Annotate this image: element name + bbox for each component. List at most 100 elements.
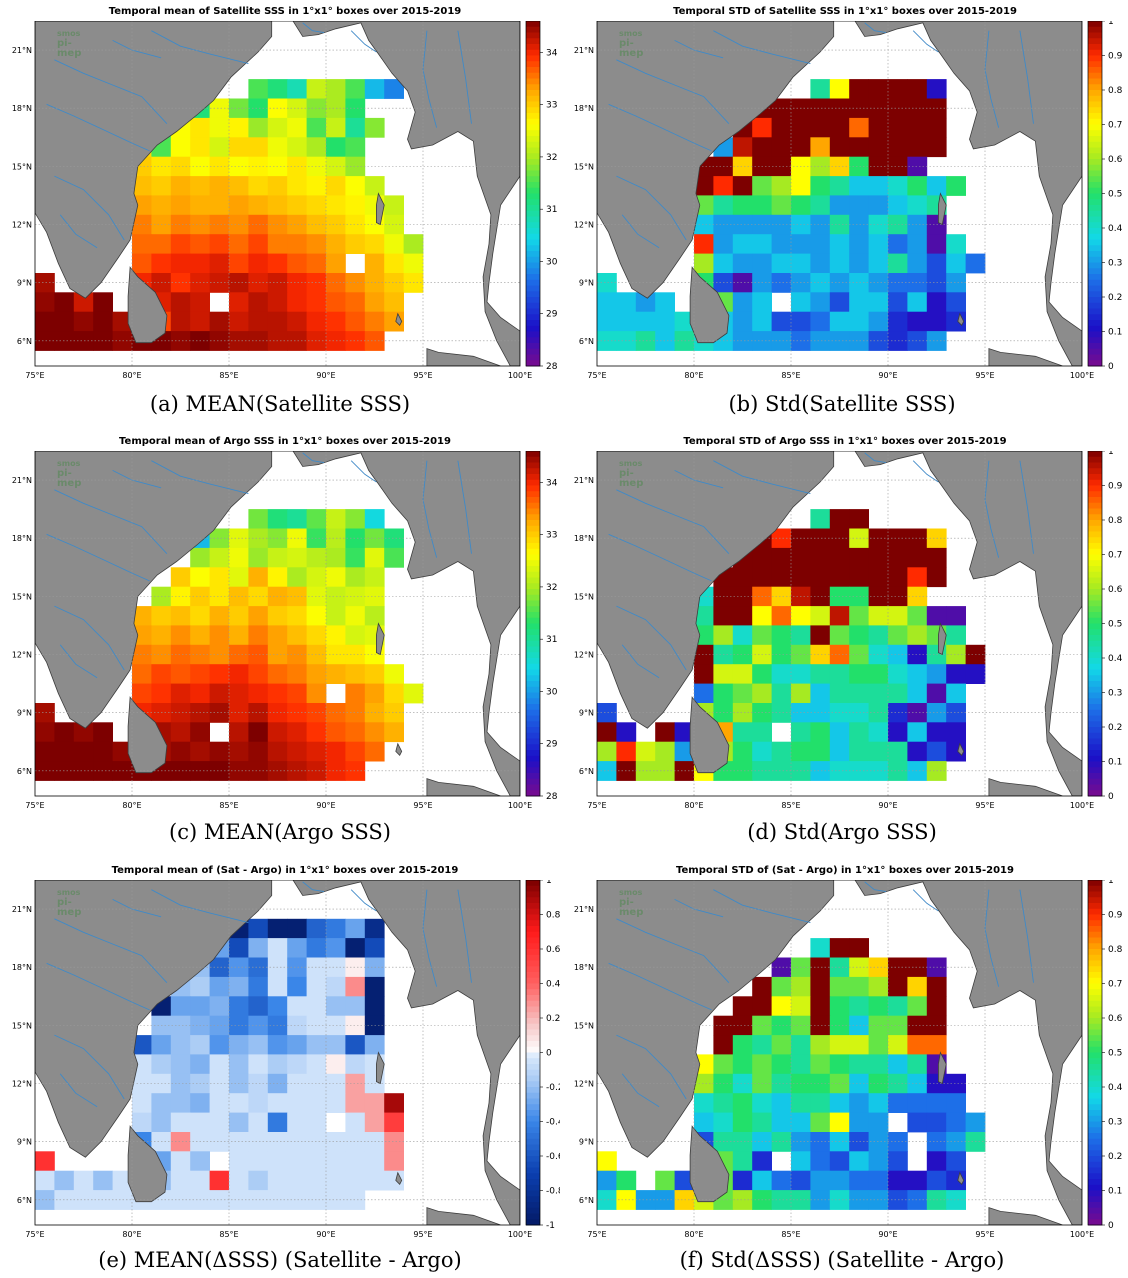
grid-cell — [907, 547, 928, 568]
grid-cell — [229, 137, 249, 158]
colorbar-segment — [526, 652, 540, 659]
grid-cell — [849, 1132, 869, 1152]
grid-cell — [849, 253, 869, 274]
grid-cell — [732, 1132, 753, 1152]
myanmar-land — [292, 451, 520, 796]
grid-cell — [73, 1190, 94, 1210]
grid-cell — [810, 137, 831, 158]
grid-cell — [810, 703, 831, 723]
lat-tick-label: 6°N — [17, 767, 32, 776]
watermark-logo: smos pi-mep — [605, 459, 643, 489]
grid-cell — [345, 606, 366, 626]
colorbar-segment — [526, 84, 540, 91]
colorbar-segment — [1088, 606, 1102, 613]
grid-cell — [868, 1151, 889, 1172]
grid-cell — [810, 1015, 831, 1036]
grid-cell — [888, 703, 908, 723]
lat-tick-label: 6°N — [579, 1196, 594, 1205]
grid-cell — [326, 1054, 346, 1075]
colorbar-tick-label: 0.6 — [1108, 155, 1122, 165]
colorbar-segment — [526, 274, 540, 281]
river-line — [350, 889, 377, 912]
grid-cell — [849, 625, 869, 646]
colorbar-segment — [526, 658, 540, 665]
grid-cell — [868, 195, 889, 216]
grid-cell — [946, 703, 966, 723]
grid-cell — [364, 547, 385, 568]
grid-cell — [926, 234, 947, 254]
colorbar-segment — [526, 1156, 540, 1163]
grid-cell — [829, 606, 850, 626]
colorbar-segment — [526, 583, 540, 590]
grid-cell — [829, 1112, 850, 1133]
grid-cell — [752, 683, 772, 704]
colorbar-segment — [526, 1018, 540, 1025]
grid-cell — [771, 625, 792, 646]
grid-cell — [926, 311, 947, 332]
colorbar-tick-label: 0.9 — [1108, 52, 1122, 62]
grid-cell — [829, 567, 850, 588]
grid-cell — [267, 117, 288, 138]
colorbar-segment — [1088, 537, 1102, 544]
colorbar-segment — [526, 354, 540, 361]
colorbar-segment — [526, 715, 540, 722]
grid-cell — [888, 1132, 908, 1152]
colorbar-segment — [1088, 1029, 1102, 1036]
map-plot: 75°E 80°E 85°E 90°E 95°E 100°E 21°N 18°N 15°N 12°… — [12, 21, 558, 380]
grid-cell — [655, 722, 675, 743]
grid-cell — [829, 79, 850, 99]
grid-cell — [907, 117, 928, 138]
grid-cell — [287, 137, 307, 158]
grid-cell — [287, 509, 307, 529]
grid-cell — [267, 1093, 288, 1113]
river-line — [457, 30, 472, 124]
grid-cell — [248, 644, 269, 665]
colorbar-tick-label: 28 — [546, 792, 558, 802]
grid-cell — [248, 176, 269, 196]
grid-cell — [907, 586, 928, 607]
grid-cell — [170, 1073, 191, 1094]
colorbar-segment — [526, 675, 540, 682]
colorbar-segment — [1088, 502, 1102, 509]
colorbar-tick-label: 0 — [1108, 792, 1114, 802]
colorbar-segment — [526, 1219, 540, 1226]
colorbar-segment — [1088, 479, 1102, 486]
colorbar-segment — [526, 78, 540, 85]
lon-tick-label: 80°E — [122, 801, 141, 810]
river-line — [54, 175, 125, 241]
colorbar-segment — [1088, 926, 1102, 933]
colorbar-segment — [526, 462, 540, 469]
grid-cell — [345, 509, 366, 529]
colorbar-segment — [1088, 897, 1102, 904]
lat-tick-label: 12°N — [574, 221, 594, 230]
andaman-island — [375, 192, 385, 226]
watermark-logo: smos pi-mep — [43, 29, 81, 59]
grid-cell — [810, 331, 831, 351]
grid-cell — [267, 253, 288, 274]
colorbar-segment — [526, 1115, 540, 1122]
colorbar-segment — [526, 291, 540, 298]
grid-cell — [907, 1015, 928, 1036]
river-line — [713, 460, 811, 495]
grid-cell — [713, 664, 734, 684]
grid-cell — [829, 938, 850, 958]
grid-cell — [248, 1054, 269, 1075]
grid-cell — [868, 176, 889, 196]
grid-cell — [170, 586, 191, 607]
grid-cell — [345, 957, 366, 978]
grid-cell — [345, 683, 366, 704]
grid-cell — [132, 1112, 152, 1133]
colorbar-segment — [1088, 1081, 1102, 1088]
grid-cell — [829, 722, 850, 743]
grid-cell — [248, 509, 269, 529]
colorbar-segment — [1088, 750, 1102, 757]
grid-cell — [907, 644, 928, 665]
grid-cell — [771, 214, 792, 235]
grid-cell — [287, 1093, 307, 1113]
map-frame — [34, 21, 521, 367]
colorbar-segment — [526, 1213, 540, 1220]
grid-cell — [209, 957, 230, 978]
grid-cell — [829, 1035, 850, 1055]
grid-cell — [345, 292, 366, 313]
grid-cell — [849, 1054, 869, 1075]
